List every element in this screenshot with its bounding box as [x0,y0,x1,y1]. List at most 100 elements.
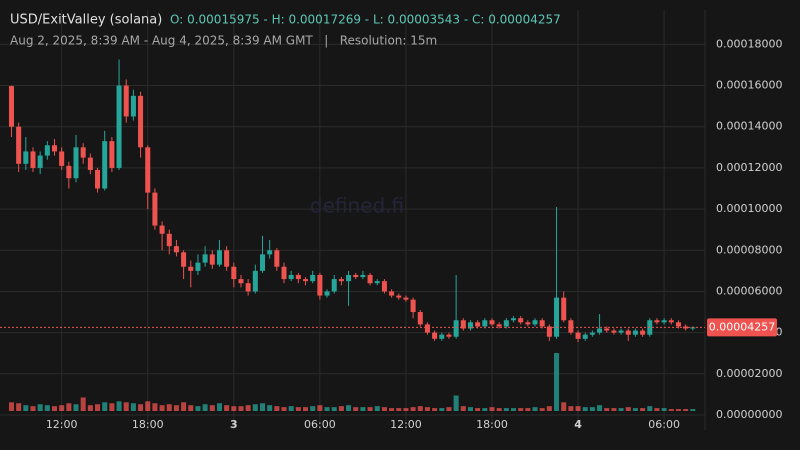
candle-body [640,330,646,335]
candle-body [259,254,266,271]
candle-body [267,250,273,255]
candle-body [44,145,50,156]
candle-body [331,279,337,292]
volume-bar [109,403,115,411]
candle-body [8,86,14,127]
candle-body [123,85,129,117]
volume-bar [475,408,481,411]
volume-bar [188,405,194,411]
candle-body [510,318,517,321]
volume-bar [252,404,258,411]
volume-bar [317,405,323,411]
volume-bar [338,406,344,411]
y-tick-label: 0.00014000 [716,120,782,133]
volume-bar [683,409,689,411]
candle-body [195,262,201,271]
candle-body [346,274,352,282]
volume-bar [288,406,294,411]
candle-body [159,225,165,234]
volume-bar [195,406,201,411]
watermark: defined.fi [310,194,404,218]
volume-bar [259,403,266,411]
candle-body [446,334,452,337]
candle-body [310,274,316,282]
chart-title: USD/ExitValley (solana) [10,13,162,28]
candle-body [467,322,473,329]
volume-bar [532,407,538,411]
volume-bar [525,408,531,411]
candle-body [625,330,631,335]
candle-body [668,320,674,323]
candle-body [102,141,108,189]
volume-bar [668,409,674,411]
volume-bar [661,408,667,411]
candle-body [582,334,588,339]
ohlc-summary: O: 0.00015975 - H: 0.00017269 - L: 0.000… [170,13,561,27]
volume-bar [453,395,459,411]
candle-body [216,250,222,265]
volume-bar [389,408,395,411]
volume-bar [202,404,208,411]
volume-bar [410,407,416,411]
volume-bar [539,408,545,411]
candle-body [661,320,667,323]
x-tick-label: 06:00 [648,418,680,431]
volume-bar [138,404,144,411]
candle-body [604,328,610,331]
volume-bar [503,408,509,411]
candle-body [166,233,172,247]
candle-body [546,326,552,337]
volume-bar [23,405,29,411]
volume-bar [37,404,43,411]
volume-bar [295,407,301,411]
volume-bar [231,406,237,411]
volume-bar [159,405,165,411]
candle-body [209,254,215,265]
volume-bar [654,408,660,411]
candle-body [59,151,65,166]
candle-body [37,155,43,168]
volume-bar [467,407,473,411]
candle-body [202,254,208,263]
volume-bar [647,406,653,411]
candle-body [145,147,151,193]
volume-bar [381,407,387,411]
volume-bar [424,407,430,411]
volume-bar [632,408,638,411]
volume-bar [30,406,36,411]
candle-body [518,318,524,323]
volume-bar [604,408,610,411]
volume-bar [417,406,423,411]
volume-bar [310,406,316,411]
volume-bar [554,353,560,411]
volume-bar [518,408,524,411]
volume-bar [432,408,438,411]
volume-bar [152,403,158,411]
volume-bar [281,407,287,411]
volume-bar [166,404,172,411]
candle-body [23,151,29,164]
volume-bar [209,405,215,411]
candle-body [618,330,624,333]
last-price-label: 0.00004257 [709,320,775,333]
volume-bar [95,404,101,411]
candle-body [525,322,531,325]
volume-bar [561,402,567,411]
candle-body [654,320,660,323]
candle-body [439,334,445,339]
candle-body [424,324,430,333]
candle-body [51,145,58,152]
volume-bar [439,408,445,411]
candle-body [138,95,144,148]
volume-bar [267,405,273,411]
candle-body [675,322,681,327]
volume-bar [238,406,244,411]
candle-body [432,332,438,339]
volume-bar [16,403,22,411]
volume-bar [360,407,366,411]
volume-bar [130,403,136,411]
candle-body [109,141,115,168]
candle-body [632,330,638,335]
